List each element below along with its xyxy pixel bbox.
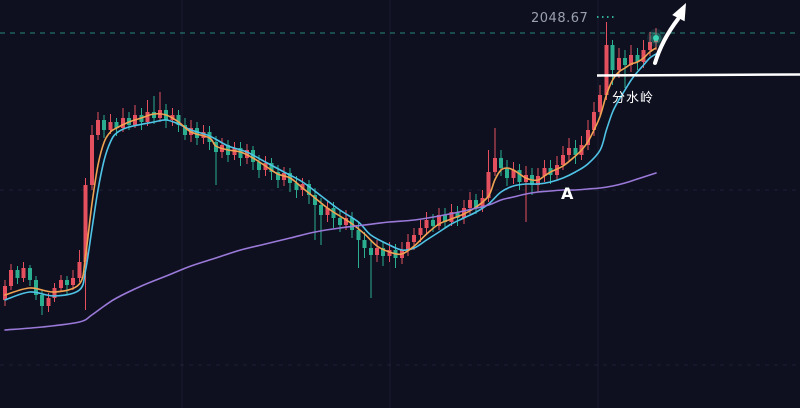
candle — [424, 212, 429, 234]
candle — [505, 160, 510, 186]
candle — [443, 208, 448, 228]
candle — [238, 142, 243, 166]
candle — [517, 164, 522, 190]
ma-slow-line — [4, 172, 657, 331]
candle — [573, 140, 578, 164]
candle — [176, 110, 181, 132]
candle — [492, 128, 497, 176]
candle — [375, 240, 379, 262]
candle — [269, 158, 274, 180]
candle — [145, 100, 150, 126]
up-arrow-annotation — [653, 3, 686, 65]
candle — [9, 264, 14, 290]
candle — [108, 114, 113, 134]
candle — [362, 232, 367, 258]
candle — [58, 275, 63, 292]
candle — [182, 118, 187, 140]
candle — [96, 112, 100, 140]
candle — [585, 120, 590, 150]
candle — [102, 115, 107, 138]
candle — [418, 220, 423, 242]
watershed-annotation-label: 分水岭 — [612, 91, 655, 106]
candle — [629, 45, 634, 72]
trendline-annotation — [596, 73, 800, 77]
candle — [65, 276, 69, 295]
candle — [288, 168, 293, 192]
candle — [151, 96, 156, 124]
candle — [437, 208, 441, 230]
candle — [499, 150, 503, 176]
candle — [610, 40, 615, 85]
ma-fast-line — [4, 53, 657, 301]
candle — [486, 150, 491, 202]
candle — [27, 265, 32, 286]
candle — [567, 138, 572, 162]
candle — [641, 40, 646, 68]
candle — [89, 125, 94, 190]
candle — [511, 162, 516, 184]
candle — [294, 176, 299, 198]
candle — [406, 234, 410, 256]
ma-mid-line — [4, 47, 657, 296]
last-price-marker — [647, 29, 665, 47]
candle — [3, 280, 7, 306]
candle — [530, 168, 534, 195]
candle — [325, 200, 330, 222]
candle — [604, 22, 609, 100]
candle — [461, 200, 466, 224]
candle — [83, 178, 88, 310]
candle — [449, 204, 454, 226]
candle — [474, 194, 479, 214]
candle — [77, 250, 82, 282]
candle — [21, 262, 26, 282]
point-a-annotation-label: A — [561, 184, 574, 203]
candle — [381, 242, 386, 266]
candle — [623, 50, 627, 88]
candle — [635, 48, 640, 70]
candle — [319, 198, 324, 245]
candle — [120, 108, 125, 132]
candle — [213, 136, 218, 185]
candle — [71, 270, 76, 290]
candle — [158, 92, 162, 122]
candle — [368, 240, 373, 298]
candle — [542, 160, 547, 182]
candle — [598, 85, 603, 118]
current-price-label: 2048.67 — [531, 11, 589, 26]
candle — [15, 266, 20, 284]
